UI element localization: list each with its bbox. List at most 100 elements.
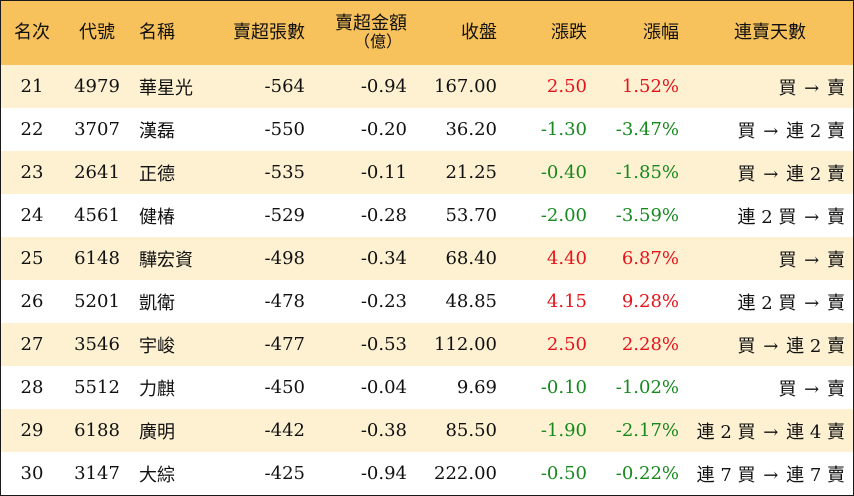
streak-from: 連 2 買 [696,421,756,443]
cell-name: 廣明 [139,421,175,443]
table-row: 22 3707 漢磊 -550 -0.20 36.20 -1.30 -3.47% 買 → 連 2… [1,108,853,151]
cell-net-sell-lots: -550 [264,119,305,140]
cell-streak: 連 2 買 → 連 4 賣 [687,409,853,452]
cell-code: 5201 [74,291,120,312]
streak-to: 賣 [827,249,845,271]
cell-code: 4561 [74,205,120,226]
cell-change: -0.40 [540,162,587,183]
cell-change-pct: -3.59% [615,205,679,226]
cell-code: 3147 [74,463,120,484]
cell-streak: 連 2 買 → 賣 [687,194,853,237]
cell-name: 華星光 [139,77,193,99]
streak-to: 連 2 賣 [786,163,845,185]
arrow-right-icon: → [763,163,779,185]
header-rank: 名次 [14,22,50,43]
cell-net-sell-amount: -0.28 [360,205,407,226]
header-code: 代號 [79,22,115,43]
cell-rank: 26 [20,291,44,312]
cell-streak: 買 → 連 2 賣 [687,323,853,366]
cell-close: 112.00 [434,334,497,355]
cell-close: 36.20 [445,119,497,140]
header-name: 名稱 [139,22,175,43]
cell-close: 53.70 [445,205,497,226]
streak-from: 連 2 買 [737,206,797,228]
cell-change: 4.40 [546,248,587,269]
arrow-right-icon: → [763,421,779,443]
streak-to: 連 7 賣 [786,464,845,486]
streak-to: 連 2 賣 [786,120,845,142]
arrow-right-icon: → [804,206,820,228]
arrow-right-icon: → [804,249,820,271]
cell-name: 健椿 [139,206,175,228]
cell-net-sell-lots: -425 [264,463,305,484]
cell-net-sell-lots: -529 [264,205,305,226]
streak-to: 賣 [827,378,845,400]
arrow-right-icon: → [804,77,820,99]
cell-change-pct: -0.22% [615,463,679,484]
cell-rank: 30 [20,463,44,484]
cell-name: 漢磊 [139,120,175,142]
cell-close: 167.00 [434,76,497,97]
cell-change: -0.50 [540,463,587,484]
cell-change: 2.50 [546,334,587,355]
header-close: 收盤 [461,22,497,43]
cell-streak: 買 → 連 2 賣 [687,108,853,151]
table-row: 26 5201 凱衛 -478 -0.23 48.85 4.15 9.28% 連 2 買 → 賣 [1,280,853,323]
cell-net-sell-amount: -0.23 [360,291,407,312]
cell-streak: 連 7 買 → 連 7 賣 [687,452,853,495]
streak-to: 連 4 賣 [786,421,845,443]
arrow-right-icon: → [763,120,779,142]
cell-rank: 29 [20,420,44,441]
arrow-right-icon: → [763,335,779,357]
cell-net-sell-lots: -477 [264,334,305,355]
cell-rank: 25 [20,248,44,269]
cell-rank: 23 [20,162,44,183]
table-row: 25 6148 驊宏資 -498 -0.34 68.40 4.40 6.87% 買 → 賣 [1,237,853,280]
cell-close: 21.25 [445,162,497,183]
cell-close: 48.85 [445,291,497,312]
cell-change-pct: 2.28% [621,334,679,355]
streak-to: 賣 [827,206,845,228]
table-row: 27 3546 宇峻 -477 -0.53 112.00 2.50 2.28% 買 → 連 2 … [1,323,853,366]
cell-net-sell-lots: -442 [264,420,305,441]
arrow-right-icon: → [763,464,779,486]
streak-to: 連 2 賣 [786,335,845,357]
streak-from: 連 7 買 [696,464,756,486]
table-row: 28 5512 力麒 -450 -0.04 9.69 -0.10 -1.02% 買 → 賣 [1,366,853,409]
cell-change-pct: 1.52% [621,76,679,97]
table-row: 29 6188 廣明 -442 -0.38 85.50 -1.90 -2.17% 連 2 買 →… [1,409,853,452]
cell-change-pct: -2.17% [615,420,679,441]
cell-net-sell-lots: -478 [264,291,305,312]
streak-from: 買 [778,378,797,400]
cell-net-sell-lots: -450 [264,377,305,398]
table-row: 30 3147 大綜 -425 -0.94 222.00 -0.50 -0.22% 連 7 買 … [1,452,853,495]
header-change: 漲跌 [551,22,587,43]
header-net-sell-amount-unit: （億） [353,32,402,51]
cell-change: -0.10 [540,377,587,398]
cell-name: 驊宏資 [139,249,193,271]
cell-net-sell-amount: -0.94 [360,463,407,484]
streak-from: 買 [778,77,797,99]
table-row: 23 2641 正德 -535 -0.11 21.25 -0.40 -1.85% 買 → 連 2… [1,151,853,194]
cell-change-pct: 6.87% [621,248,679,269]
cell-code: 2641 [74,162,120,183]
cell-net-sell-amount: -0.11 [360,162,407,183]
cell-net-sell-lots: -498 [264,248,305,269]
cell-change-pct: 9.28% [621,291,679,312]
cell-code: 6148 [74,248,120,269]
cell-name: 大綜 [139,464,175,486]
cell-net-sell-amount: -0.04 [360,377,407,398]
arrow-right-icon: → [804,378,820,400]
cell-change: -2.00 [540,205,587,226]
cell-name: 凱衛 [139,292,175,314]
cell-rank: 21 [20,76,44,97]
arrow-right-icon: → [804,292,820,314]
streak-from: 買 [737,335,756,357]
streak-from: 買 [737,120,756,142]
cell-change: -1.90 [540,420,587,441]
cell-streak: 連 2 買 → 賣 [687,280,853,323]
table-body: 21 4979 華星光 -564 -0.94 167.00 2.50 1.52% 買 → 賣 22… [1,65,853,495]
header-row: 名次 代號 名稱 賣超張數 賣超金額 （億） 收盤 漲跌 漲幅 連賣天數 [1,1,853,65]
cell-rank: 24 [20,205,44,226]
